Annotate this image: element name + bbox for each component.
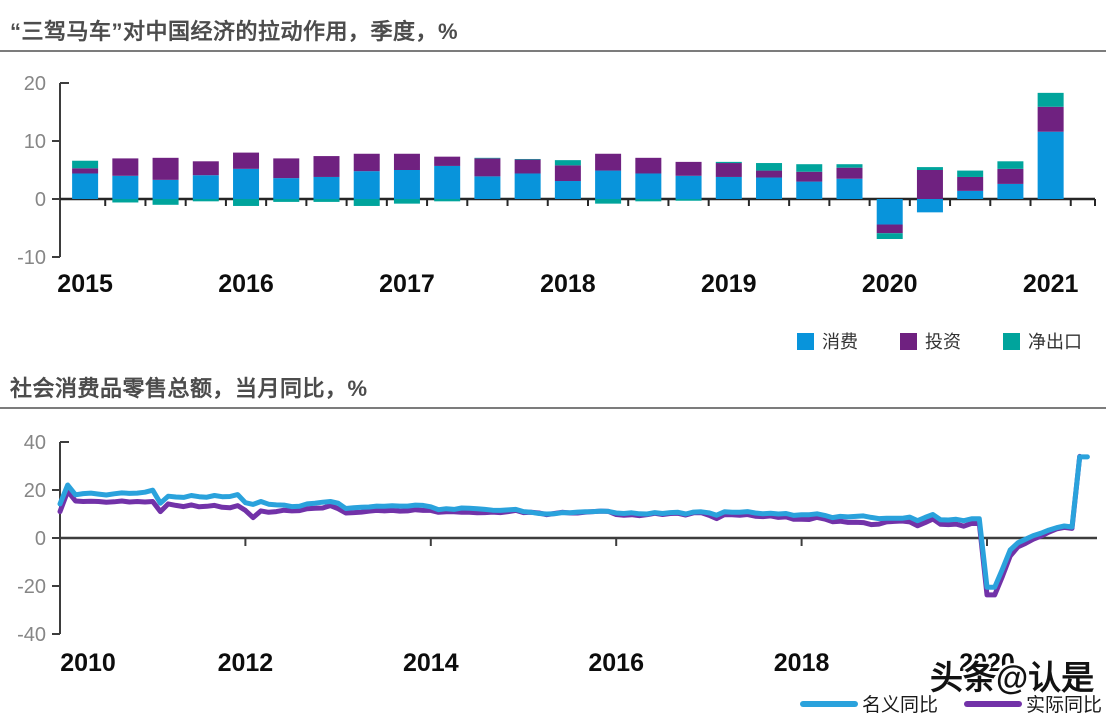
svg-text:2017: 2017 (379, 270, 435, 298)
series-消费 (72, 131, 1064, 225)
top-chart-legend: 消费 投资 净出口 (797, 328, 1082, 354)
svg-text:2014: 2014 (403, 649, 459, 677)
legend-label-nominal: 名义同比 (861, 695, 938, 713)
svg-text:2016: 2016 (218, 270, 274, 298)
legend-swatch-consumption (797, 332, 814, 350)
bottom-chart-title: 社会消费品零售总额，当月同比，% (10, 376, 368, 401)
svg-text:2015: 2015 (57, 270, 113, 298)
retail-sales-line-chart: 40 20 0 -20 -40 2010 2012 2014 2016 2018 2020 (17, 432, 1097, 677)
gdp-contribution-stacked-bar-chart: 20 10 0 -10 2015 2016 2017 2018 2019 2020 2021 (17, 73, 1096, 298)
svg-text:-20: -20 (17, 576, 46, 598)
legend-swatch-net-exports (1003, 332, 1020, 350)
legend-item-nominal-yoy: 名义同比 (799, 690, 938, 713)
axes: 40 20 0 -20 -40 (17, 432, 1097, 646)
legend-label-real: 实际同比 (1025, 695, 1102, 713)
line-名义同比 (57, 454, 1090, 590)
svg-text:10: 10 (24, 131, 46, 153)
svg-text:2016: 2016 (588, 649, 644, 677)
legend-item-consumption: 消费 (797, 328, 858, 354)
bottom-title-divider (0, 407, 1106, 409)
legend-swatch-investment (900, 332, 917, 350)
svg-text:20: 20 (24, 73, 46, 95)
svg-text:0: 0 (35, 189, 46, 211)
series-净出口 (72, 92, 1064, 240)
svg-text:-10: -10 (17, 247, 46, 269)
svg-text:2020: 2020 (862, 270, 918, 298)
bottom-chart-legend: 名义同比 实际同比 (799, 690, 1102, 713)
line-实际同比 (57, 453, 1083, 598)
watermark: 头条@认是 (930, 659, 1095, 696)
top-chart-title: “三驾马车”对中国经济的拉动作用，季度，% (10, 19, 459, 44)
svg-text:40: 40 (24, 432, 46, 454)
svg-text:0: 0 (35, 528, 46, 550)
svg-text:2012: 2012 (218, 649, 274, 677)
svg-text:2021: 2021 (1023, 270, 1079, 298)
svg-text:2018: 2018 (774, 649, 830, 677)
legend-item-real-yoy: 实际同比 (963, 690, 1102, 713)
svg-text:-40: -40 (17, 624, 46, 646)
svg-text:2020: 2020 (959, 649, 1015, 677)
svg-text:2019: 2019 (701, 270, 757, 298)
svg-text:20: 20 (24, 480, 46, 502)
legend-line-nominal (799, 700, 858, 707)
legend-line-real (963, 700, 1022, 707)
legend-label-consumption: 消费 (822, 332, 858, 352)
legend-label-investment: 投资 (925, 332, 961, 352)
legend-item-net-exports: 净出口 (1003, 328, 1082, 354)
legend-item-investment: 投资 (900, 328, 961, 354)
svg-text:2018: 2018 (540, 270, 596, 298)
legend-label-net-exports: 净出口 (1028, 332, 1082, 352)
top-title-divider (0, 50, 1106, 52)
svg-text:2010: 2010 (60, 649, 116, 677)
series-投资 (72, 106, 1064, 234)
